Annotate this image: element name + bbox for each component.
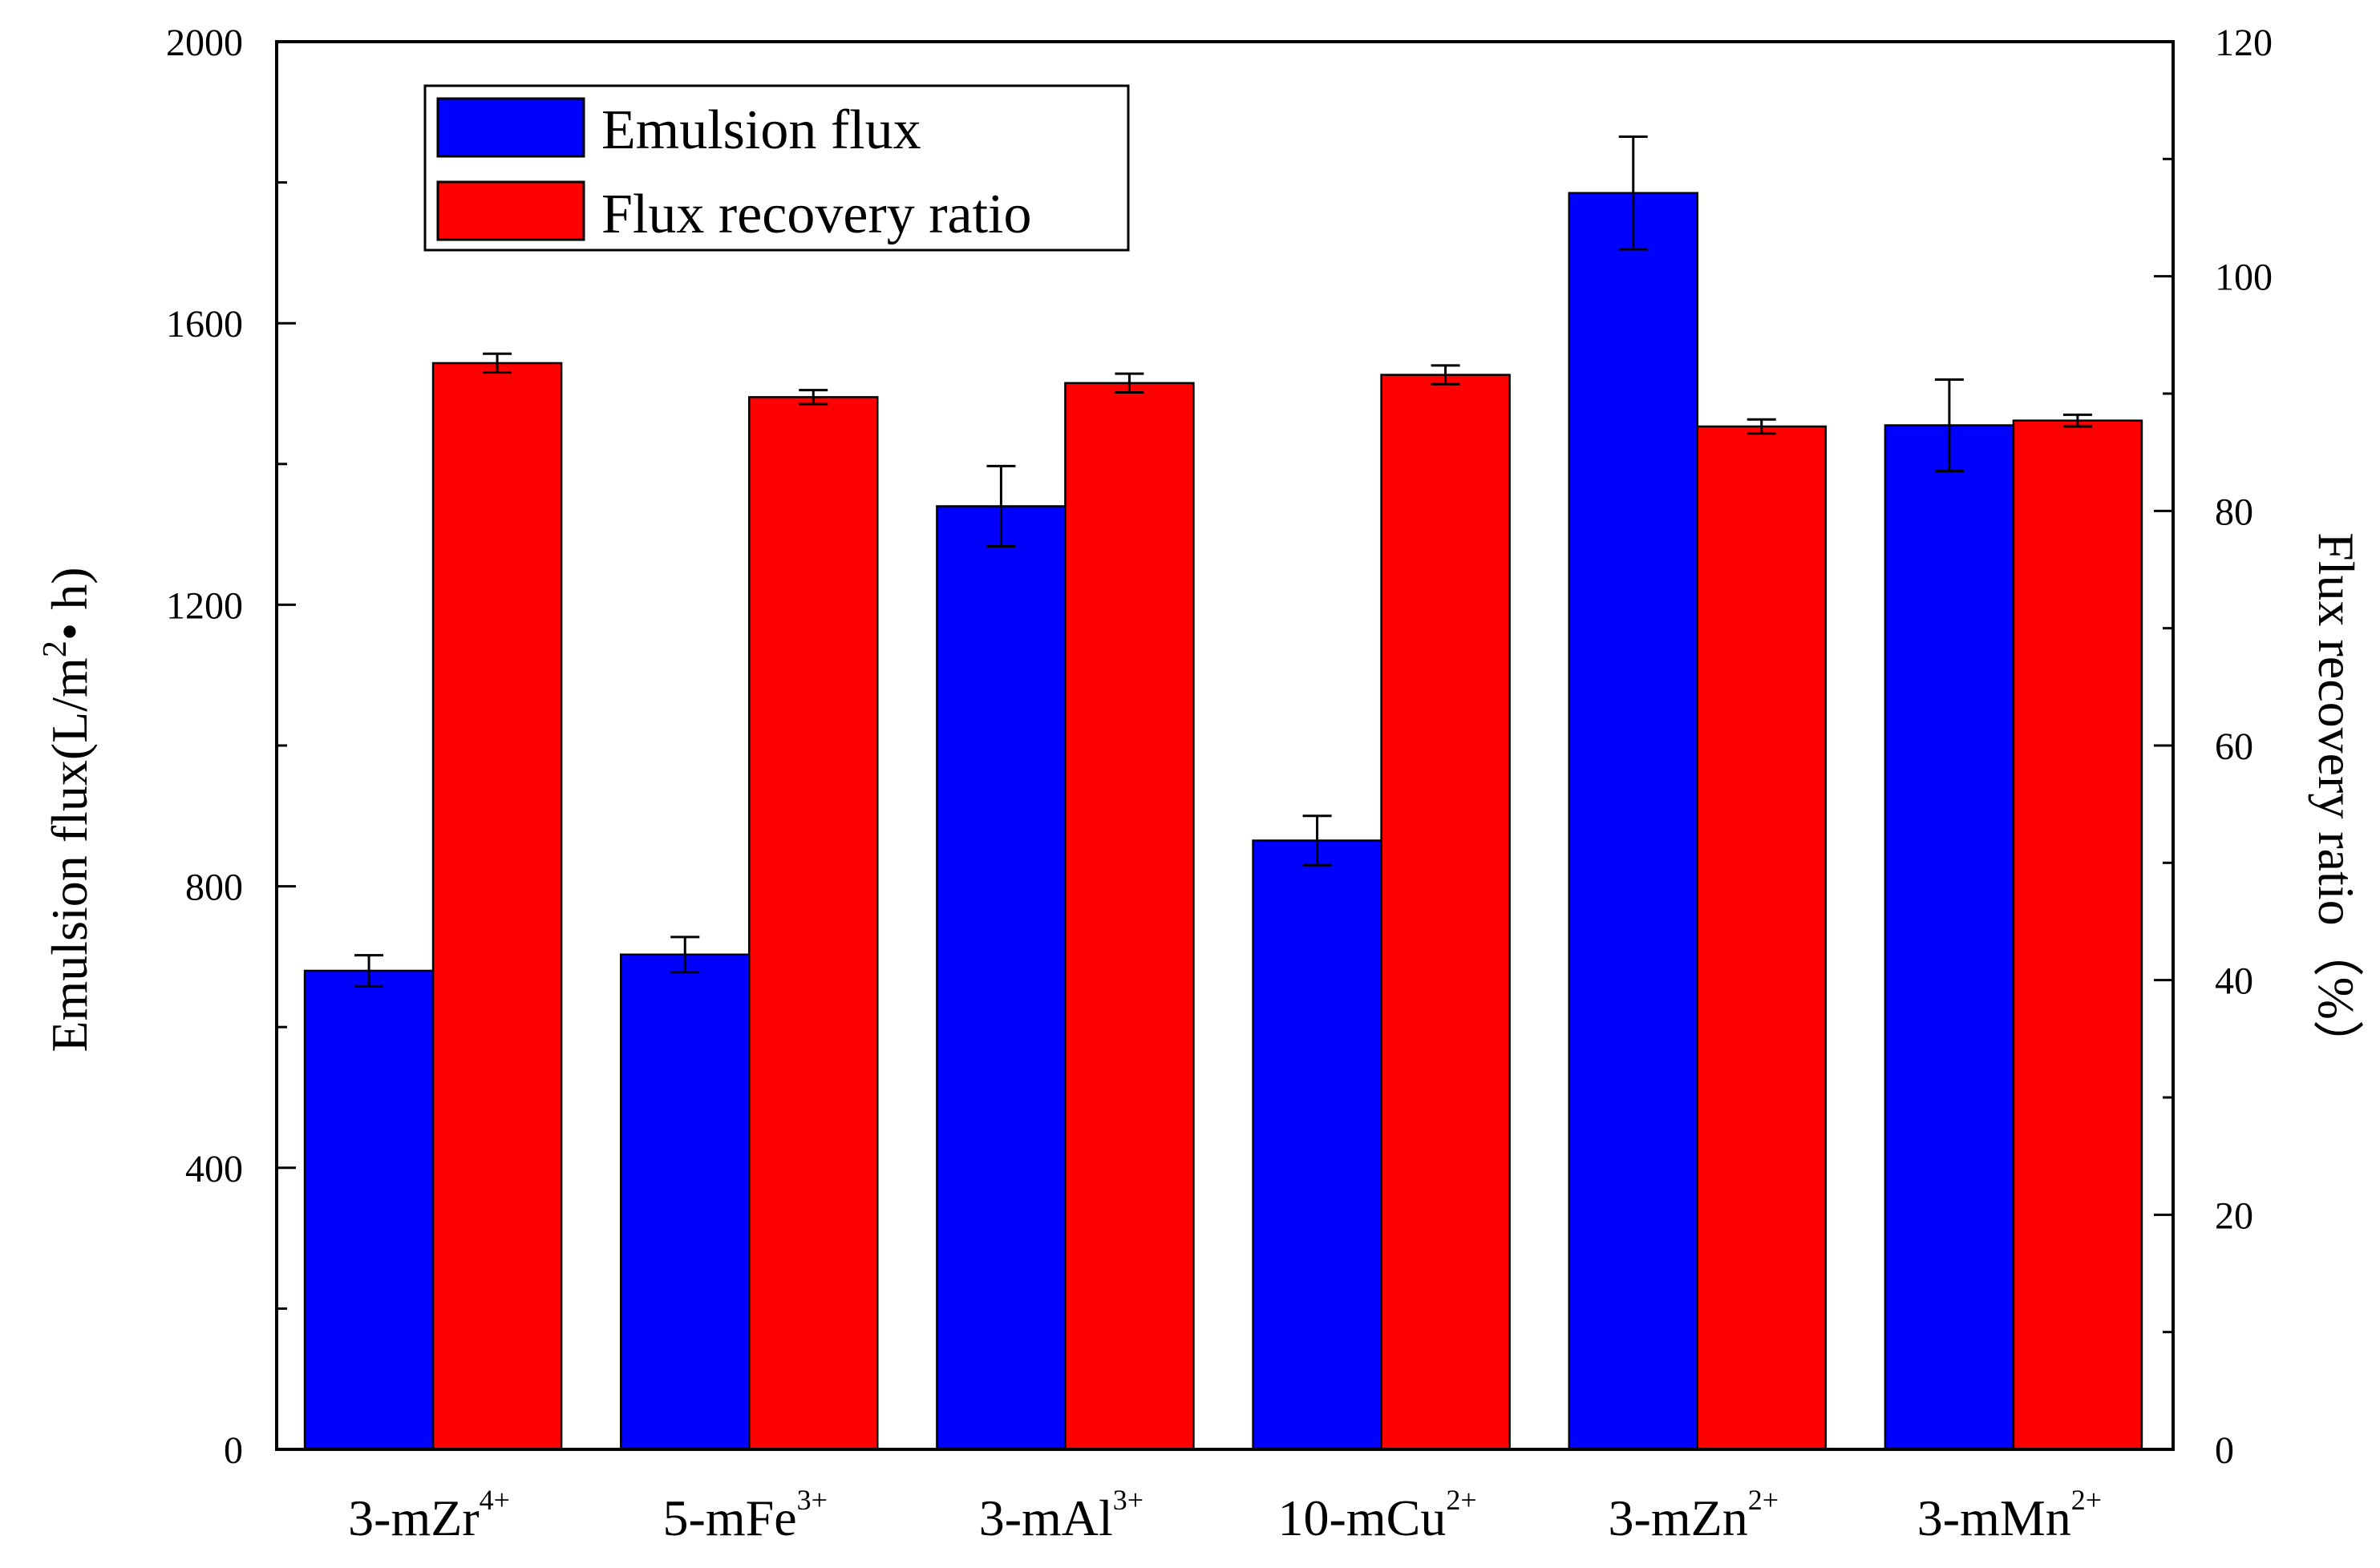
bar-emulsion-flux-3 [1252, 839, 1382, 1451]
right-axis-title: Flux recovery ratio（%） [2308, 532, 2365, 1071]
legend-swatch-emulsion-flux [436, 97, 585, 158]
bar-flux-recovery-4 [1696, 425, 1827, 1451]
right-tick-label: 100 [2215, 257, 2273, 299]
category-label-1: 5-mFe3+ [663, 1484, 828, 1546]
error-bar-flux-recovery-2 [1115, 372, 1144, 394]
right-tick-label: 40 [2215, 960, 2253, 1003]
legend: Emulsion flux Flux recovery ratio [423, 84, 1130, 252]
legend-label-emulsion-flux: Emulsion flux [601, 99, 921, 161]
bar-flux-recovery-3 [1380, 374, 1511, 1451]
axes: 0 400 800 1200 1600 2000 0 20 40 60 80 100 120 3-mZr4… [166, 22, 2273, 1546]
left-tick-label: 400 [185, 1148, 243, 1190]
left-tick-label: 1600 [166, 303, 243, 346]
right-tick-label: 0 [2215, 1429, 2234, 1472]
error-bar-flux-recovery-3 [1431, 364, 1460, 386]
error-bar-emulsion-flux-5 [1934, 378, 1964, 473]
error-bar-emulsion-flux-0 [354, 954, 384, 988]
legend-label-flux-recovery: Flux recovery ratio [601, 184, 1031, 245]
category-label-4: 3-mZn2+ [1609, 1484, 1779, 1546]
left-tick-label: 1200 [166, 584, 243, 627]
error-bar-emulsion-flux-3 [1302, 814, 1332, 867]
bar-flux-recovery-1 [748, 396, 879, 1451]
error-bar-emulsion-flux-4 [1618, 135, 1648, 251]
error-bar-emulsion-flux-2 [986, 464, 1016, 548]
bar-emulsion-flux-1 [620, 953, 751, 1451]
bar-flux-recovery-0 [431, 362, 563, 1451]
right-tick-label: 20 [2215, 1194, 2253, 1237]
right-tick-label: 80 [2215, 491, 2253, 533]
error-bar-flux-recovery-0 [483, 352, 512, 374]
left-tick-label: 2000 [166, 22, 243, 64]
category-label-5: 3-mMn2+ [1917, 1484, 2102, 1546]
category-label-3: 10-mCu2+ [1278, 1484, 1477, 1546]
error-bar-emulsion-flux-1 [670, 936, 700, 974]
bar-emulsion-flux-2 [936, 505, 1067, 1451]
error-bar-flux-recovery-1 [799, 389, 828, 406]
left-tick-label: 800 [185, 867, 243, 909]
left-axis-title: Emulsion flux(L/m2• h) [37, 567, 98, 1052]
category-label-2: 3-mAl3+ [979, 1484, 1143, 1546]
category-label-0: 3-mZr4+ [348, 1484, 510, 1546]
error-bar-flux-recovery-5 [2062, 413, 2092, 428]
bar-flux-recovery-2 [1064, 382, 1195, 1451]
right-tick-label: 120 [2215, 22, 2273, 64]
bar-flux-recovery-5 [2012, 419, 2143, 1451]
bar-emulsion-flux-0 [303, 969, 435, 1451]
error-bar-flux-recovery-4 [1747, 418, 1776, 435]
bar-emulsion-flux-4 [1568, 192, 1698, 1451]
legend-swatch-flux-recovery [436, 180, 585, 241]
plot-area [303, 135, 2143, 1451]
left-tick-label: 0 [224, 1429, 243, 1472]
bar-emulsion-flux-5 [1884, 424, 2015, 1451]
right-tick-label: 60 [2215, 725, 2253, 768]
